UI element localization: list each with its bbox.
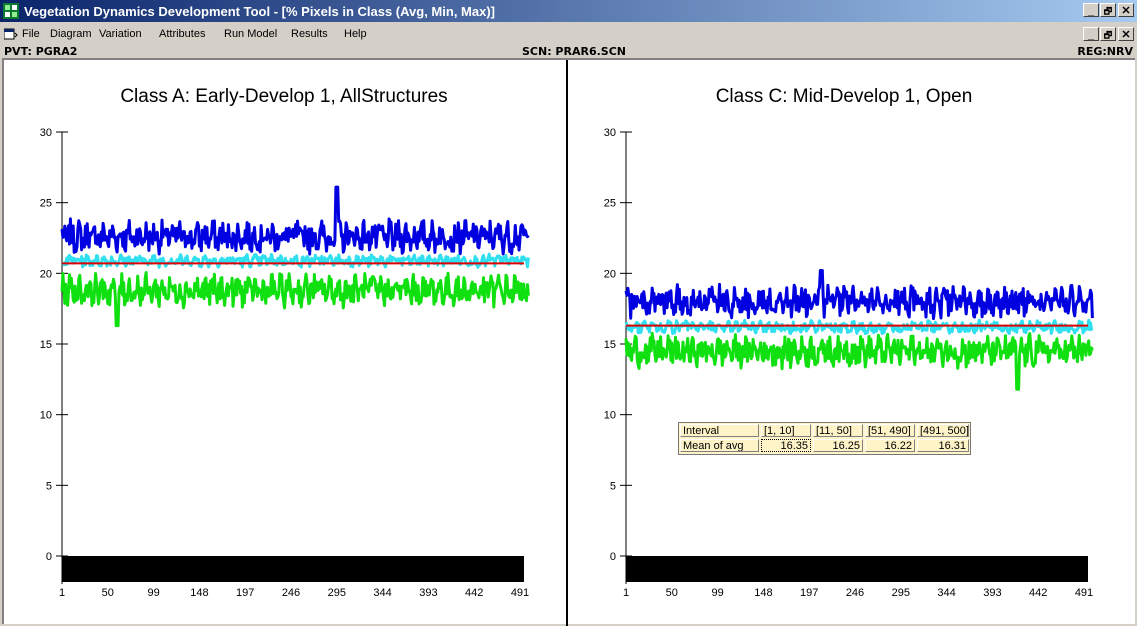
y-tick-label: 25: [604, 198, 616, 210]
menu-results[interactable]: Results: [291, 28, 328, 40]
minimize-button[interactable]: _: [1083, 3, 1099, 17]
y-tick-label: 10: [40, 410, 52, 422]
series-line-avg-upper: [62, 254, 528, 267]
table-header: [11, 50]: [813, 424, 863, 437]
close-button[interactable]: ✕: [1118, 3, 1134, 17]
document-restore-button[interactable]: 🗗: [1100, 27, 1116, 41]
y-tick-label: 10: [604, 410, 616, 422]
menu-attributes[interactable]: Attributes: [159, 28, 205, 40]
x-tick-label: 442: [1029, 587, 1047, 599]
x-tick-label: 344: [373, 587, 391, 599]
x-tick-label: 148: [190, 587, 208, 599]
x-tick-label: 491: [511, 587, 529, 599]
x-tick-label: 1: [59, 587, 65, 599]
y-tick-label: 20: [40, 268, 52, 280]
series-line-max-series: [626, 271, 1092, 319]
x-tick-label: 246: [846, 587, 864, 599]
x-tick-label: 393: [419, 587, 437, 599]
series-line-max-series: [62, 187, 528, 254]
chart-class-a: Class A: Early-Develop 1, AllStructures …: [4, 60, 566, 622]
x-tick-label: 99: [147, 587, 159, 599]
series-line-min-series: [62, 273, 528, 326]
table-header: [491, 500]: [917, 424, 969, 437]
x-tick-label: 197: [236, 587, 254, 599]
chart-title: Class A: Early-Develop 1, AllStructures: [120, 86, 447, 107]
menu-file[interactable]: File: [22, 28, 40, 40]
x-tick-label: 393: [983, 587, 1001, 599]
x-tick-label: 148: [754, 587, 772, 599]
series-line-min-series: [626, 333, 1092, 389]
plot-area: [62, 187, 528, 582]
table-cell[interactable]: 16.35: [761, 439, 811, 452]
title-bar[interactable]: Vegetation Dynamics Development Tool - […: [0, 0, 1137, 22]
window-controls: _ 🗗 ✕: [1083, 3, 1135, 19]
x-tick-label: 344: [937, 587, 955, 599]
menu-diagram[interactable]: Diagram: [50, 28, 92, 40]
y-tick-label: 5: [46, 480, 52, 492]
y-tick-label: 25: [40, 198, 52, 210]
x-tick-label: 246: [282, 587, 300, 599]
series-line-avg-upper: [626, 320, 1092, 334]
y-tick-label: 30: [604, 127, 616, 139]
menu-run-model[interactable]: Run Model: [224, 28, 277, 40]
app-grid-icon: [3, 3, 19, 19]
baseline-bar: [626, 556, 1088, 582]
y-tick-label: 5: [610, 480, 616, 492]
x-tick-label: 491: [1075, 587, 1093, 599]
pvt-label: PVT: PGRA2: [4, 45, 77, 58]
y-tick-label: 20: [604, 268, 616, 280]
chart-class-c: Class C: Mid-Develop 1, Open 0 5 10 15 20 25 3…: [568, 60, 1134, 622]
table-header: [1, 10]: [761, 424, 811, 437]
y-tick-label: 15: [40, 339, 52, 351]
x-tick-label: 295: [892, 587, 910, 599]
x-tick-label: 50: [666, 587, 678, 599]
y-tick-label: 30: [40, 127, 52, 139]
x-tick-label: 50: [102, 587, 114, 599]
document-icon[interactable]: [4, 28, 18, 40]
interval-mean-table: Interval [1, 10] [11, 50] [51, 490] [491…: [678, 422, 971, 455]
scn-label: SCN: PRAR6.SCN: [522, 45, 626, 58]
y-tick-label: 0: [610, 551, 616, 563]
scenario-info-bar: PVT: PGRA2 SCN: PRAR6.SCN REG:NRV: [0, 44, 1137, 58]
document-window-controls: _ 🗗 ✕: [1083, 27, 1135, 43]
x-tick-label: 1: [623, 587, 629, 599]
document-minimize-button[interactable]: _: [1083, 27, 1099, 41]
table-cell: 16.25: [813, 439, 863, 452]
menu-help[interactable]: Help: [344, 28, 367, 40]
x-tick-label: 442: [465, 587, 483, 599]
y-tick-label: 0: [46, 551, 52, 563]
reg-label: REG:NRV: [1077, 45, 1133, 58]
table-cell: 16.31: [917, 439, 969, 452]
document-close-button[interactable]: ✕: [1118, 27, 1134, 41]
table-header: [51, 490]: [865, 424, 915, 437]
x-tick-label: 295: [328, 587, 346, 599]
x-axis: 1 50 99 148 197 246 295 344 393 442 491: [623, 587, 1093, 599]
x-tick-label: 99: [711, 587, 723, 599]
menu-variation[interactable]: Variation: [99, 28, 142, 40]
restore-button[interactable]: 🗗: [1100, 3, 1116, 17]
menu-bar: File Diagram Variation Attributes Run Mo…: [0, 25, 1137, 43]
chart-title: Class C: Mid-Develop 1, Open: [716, 86, 973, 107]
window-title: Vegetation Dynamics Development Tool - […: [24, 4, 495, 19]
y-axis: 0 5 10 15 20 25 30: [40, 127, 68, 584]
baseline-bar: [62, 556, 524, 582]
x-axis: 1 50 99 148 197 246 295 344 393 442 491: [59, 587, 529, 599]
y-tick-label: 15: [604, 339, 616, 351]
table-cell: 16.22: [865, 439, 915, 452]
x-tick-label: 197: [800, 587, 818, 599]
table-row-label: Mean of avg: [680, 439, 759, 452]
table-header-interval: Interval: [680, 424, 759, 437]
